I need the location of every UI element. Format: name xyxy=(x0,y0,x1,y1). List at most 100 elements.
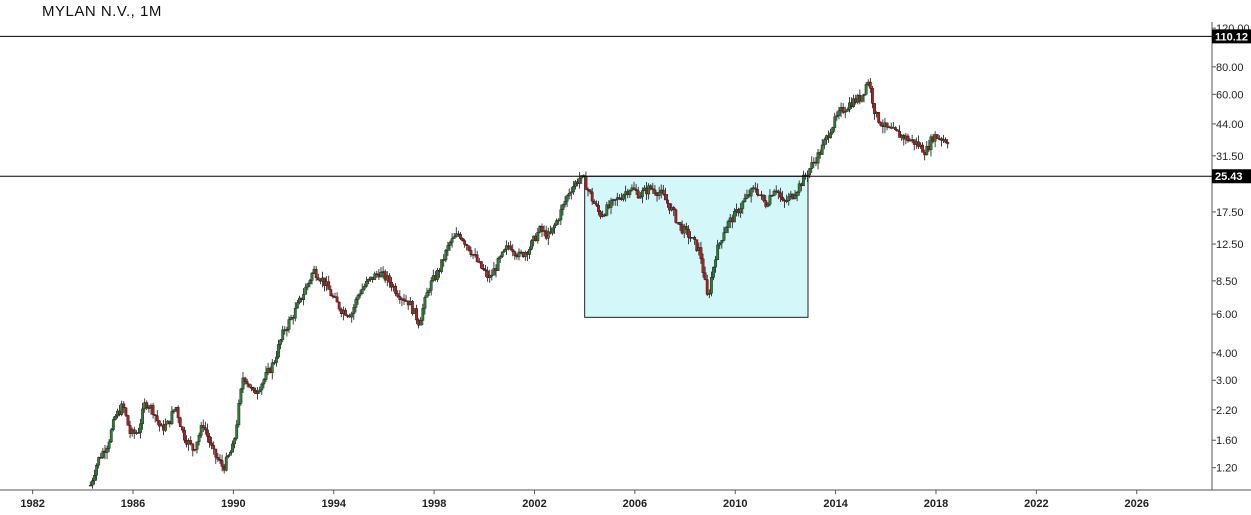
candle-body xyxy=(944,139,947,143)
candle-body xyxy=(327,281,331,290)
x-tick-label: 2010 xyxy=(723,498,747,510)
candle-body xyxy=(505,245,508,250)
candle-body xyxy=(609,200,613,208)
candle-body xyxy=(613,199,617,201)
candle-body xyxy=(617,197,621,199)
candle-body xyxy=(212,445,216,450)
candle-body xyxy=(801,174,805,187)
candle-body xyxy=(590,191,594,202)
candle-body xyxy=(252,387,255,391)
candle-body xyxy=(666,199,669,204)
candle-body xyxy=(578,177,582,184)
y-tick-label: 17.50 xyxy=(1216,207,1244,219)
x-tick-label: 2014 xyxy=(823,498,848,510)
candle-body xyxy=(709,277,713,294)
candle-body xyxy=(502,249,506,253)
y-tick-label: 60.00 xyxy=(1216,89,1244,101)
candle-body xyxy=(739,208,743,214)
candle-body xyxy=(852,98,855,108)
candle-body xyxy=(864,84,868,95)
candle-body xyxy=(93,475,96,481)
candle-body xyxy=(410,301,414,314)
candle-body xyxy=(262,379,266,385)
candle-body xyxy=(454,233,458,238)
candle-body xyxy=(699,247,703,259)
x-tick-label: 1994 xyxy=(321,498,346,510)
candle-body xyxy=(436,269,439,280)
candle-body xyxy=(137,432,140,434)
y-tick-label: 3.00 xyxy=(1216,375,1237,387)
candle-body xyxy=(172,409,176,412)
candle-body xyxy=(260,383,264,391)
candle-body xyxy=(429,280,433,291)
candle-body xyxy=(546,231,550,239)
candle-body xyxy=(569,191,573,194)
candle-body xyxy=(490,274,494,277)
candle-body xyxy=(275,356,278,363)
candle-body xyxy=(651,188,655,191)
candle-body xyxy=(640,190,644,197)
candle-body xyxy=(772,190,776,196)
candle-body xyxy=(132,429,136,434)
candle-body xyxy=(465,244,469,246)
candle-body xyxy=(293,307,297,319)
candle-body xyxy=(636,190,640,199)
candle-body xyxy=(674,209,678,223)
candle-body xyxy=(364,280,368,287)
candle-body xyxy=(153,414,157,416)
candle-body xyxy=(335,296,339,303)
candle-body xyxy=(145,402,149,408)
candle-body xyxy=(707,293,711,295)
y-tick-label: 2.20 xyxy=(1216,405,1237,417)
candle-body xyxy=(423,297,427,309)
candle-body xyxy=(419,320,423,326)
candle-body xyxy=(245,381,249,385)
x-tick-label: 2022 xyxy=(1024,498,1048,510)
candle-body xyxy=(469,250,473,255)
y-tick-label: 12.50 xyxy=(1216,239,1244,251)
x-tick-label: 1982 xyxy=(20,498,44,510)
candle-body xyxy=(350,313,354,318)
candle-body xyxy=(191,443,195,451)
x-tick-label: 2002 xyxy=(522,498,546,510)
candle-body xyxy=(337,301,341,310)
candle-body xyxy=(712,266,715,278)
candle-body xyxy=(797,183,801,193)
candle-body xyxy=(816,152,820,164)
candle-body xyxy=(563,201,567,205)
y-tick-label: 1.60 xyxy=(1216,435,1237,447)
candle-body xyxy=(929,136,933,151)
candle-body xyxy=(461,238,464,241)
candle-body xyxy=(622,194,625,200)
candle-body xyxy=(778,192,782,198)
y-tick-label: 44.00 xyxy=(1216,119,1244,131)
candle-body xyxy=(567,192,571,196)
candle-body xyxy=(749,188,753,197)
candle-body xyxy=(126,415,130,426)
candle-body xyxy=(638,196,642,199)
candle-body xyxy=(329,289,333,297)
candle-body xyxy=(835,115,839,118)
chart-title: MYLAN N.V., 1M xyxy=(42,3,162,20)
x-tick-label: 1986 xyxy=(121,498,145,510)
candle-body xyxy=(776,190,780,193)
candle-body xyxy=(935,134,939,139)
candle-body xyxy=(753,187,757,190)
candle-body xyxy=(91,480,94,486)
candle-body xyxy=(720,240,724,244)
candle-body xyxy=(459,234,462,239)
candle-body xyxy=(302,294,306,300)
candle-body xyxy=(88,484,92,487)
candle-body xyxy=(663,193,667,201)
candle-body xyxy=(220,460,224,467)
candle-body xyxy=(475,254,479,262)
candle-body xyxy=(463,240,467,245)
candle-body xyxy=(657,191,661,196)
candle-body xyxy=(877,112,881,123)
candle-body xyxy=(768,195,772,205)
candle-body xyxy=(427,290,431,293)
candle-body xyxy=(498,256,502,259)
candle-body xyxy=(270,362,274,373)
candle-body xyxy=(873,103,876,114)
candle-body xyxy=(724,227,728,234)
